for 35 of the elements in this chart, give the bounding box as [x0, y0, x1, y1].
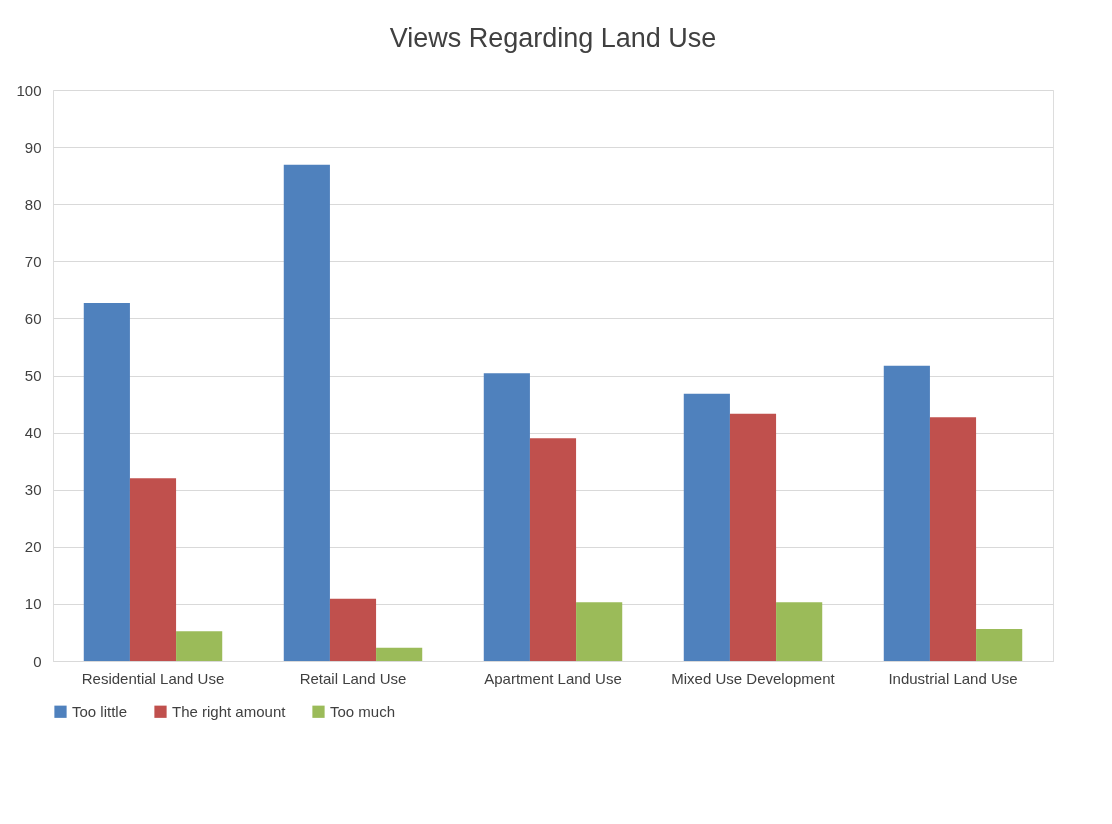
x-tick-label: Industrial Land Use: [888, 669, 1018, 687]
bar: [776, 602, 823, 661]
bar: [683, 393, 730, 661]
y-tick-label: 80: [24, 195, 42, 213]
bar: [929, 417, 977, 661]
x-tick-label: Mixed Use Development: [671, 669, 836, 687]
bar: [376, 647, 423, 661]
y-tick-label: 40: [24, 424, 42, 442]
y-tick-label: 70: [24, 252, 42, 270]
legend-label: Too much: [330, 702, 396, 720]
x-tick-label: Apartment Land Use: [484, 669, 622, 687]
y-tick-label: 20: [24, 538, 42, 556]
bar: [976, 629, 1023, 661]
x-tick-label: Retail Land Use: [299, 669, 407, 687]
y-tick-label: 60: [24, 309, 42, 327]
y-tick-label: 30: [24, 481, 42, 499]
bar: [576, 602, 623, 661]
chart-title: Views Regarding Land Use: [389, 23, 717, 53]
bar: [83, 302, 130, 661]
bar: [729, 413, 777, 661]
y-tick-label: 0: [33, 652, 42, 670]
legend-label: The right amount: [172, 702, 287, 720]
bar: [129, 478, 177, 661]
bar: [176, 631, 223, 661]
y-tick-label: 10: [24, 595, 42, 613]
legend-label: Too little: [72, 702, 128, 720]
y-tick-label: 50: [24, 367, 42, 384]
y-tick-label: 90: [24, 138, 42, 156]
bar: [529, 438, 577, 661]
bar: [483, 373, 530, 661]
bar: [883, 365, 930, 661]
x-tick-label: Residential Land Use: [81, 669, 225, 687]
bar: [283, 164, 330, 661]
y-tick-label: 100: [16, 81, 42, 99]
bar: [329, 598, 377, 661]
